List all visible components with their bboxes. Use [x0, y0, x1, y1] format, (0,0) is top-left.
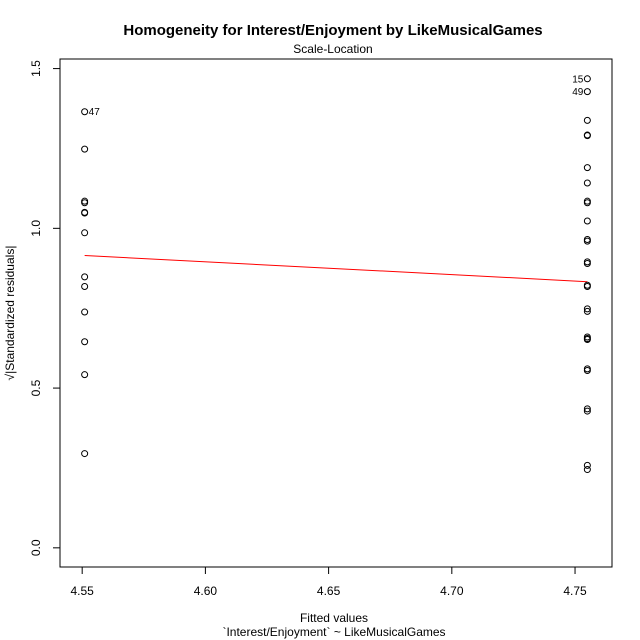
x-tick-label: 4.60 [194, 584, 218, 598]
data-point [583, 217, 591, 225]
x-tick-label: 4.55 [70, 584, 94, 598]
x-axis-label: Fitted values [300, 611, 368, 625]
data-point [583, 405, 591, 413]
data-point [81, 450, 89, 458]
data-point [583, 461, 591, 469]
y-tick-label: 1.5 [29, 60, 43, 77]
x-axis: 4.55 4.60 4.65 4.70 4.75 [70, 566, 587, 598]
data-point [583, 88, 591, 96]
data-point [81, 145, 89, 153]
data-point [583, 179, 591, 187]
chart-title: Homogeneity for Interest/Enjoyment by Li… [123, 22, 542, 39]
data-point [583, 116, 591, 124]
data-point [583, 367, 591, 375]
x-axis-sublabel: `Interest/Enjoyment` ~ LikeMusicalGames [222, 625, 445, 639]
y-tick-label: 0.5 [29, 379, 43, 396]
data-point [81, 209, 89, 217]
data-point [81, 229, 89, 237]
data-point [583, 466, 591, 474]
point-label: 15 [572, 74, 584, 85]
y-tick-label: 1.0 [29, 220, 43, 237]
data-point [81, 338, 89, 346]
data-point [583, 336, 591, 344]
data-point [81, 273, 89, 281]
data-point [583, 237, 591, 245]
data-point [583, 305, 591, 313]
y-axis: 0.0 0.5 1.0 1.5 [29, 60, 61, 556]
y-tick-label: 0.0 [29, 539, 43, 556]
data-point [583, 282, 591, 290]
data-point [81, 308, 89, 316]
data-point [81, 282, 89, 290]
data-point [583, 259, 591, 267]
point-label: 49 [572, 87, 584, 98]
x-tick-label: 4.75 [563, 584, 587, 598]
point-label: 47 [89, 107, 101, 118]
smoother-layer [84, 254, 588, 283]
data-point [583, 307, 591, 315]
data-point [583, 164, 591, 172]
data-point [81, 199, 89, 207]
y-axis-label: √|Standardized residuals| [3, 246, 17, 381]
plot-frame [59, 58, 613, 568]
data-point [583, 199, 591, 207]
points-layer [81, 75, 591, 474]
smoother-line [84, 254, 588, 283]
data-point [81, 371, 89, 379]
x-tick-label: 4.70 [440, 584, 464, 598]
data-point [583, 407, 591, 415]
data-point [583, 75, 591, 83]
data-point [81, 108, 89, 116]
data-point [583, 132, 591, 140]
chart-subtitle: Scale-Location [293, 42, 372, 56]
x-tick-label: 4.65 [317, 584, 341, 598]
annotations-layer: 47 15 49 [89, 74, 584, 118]
